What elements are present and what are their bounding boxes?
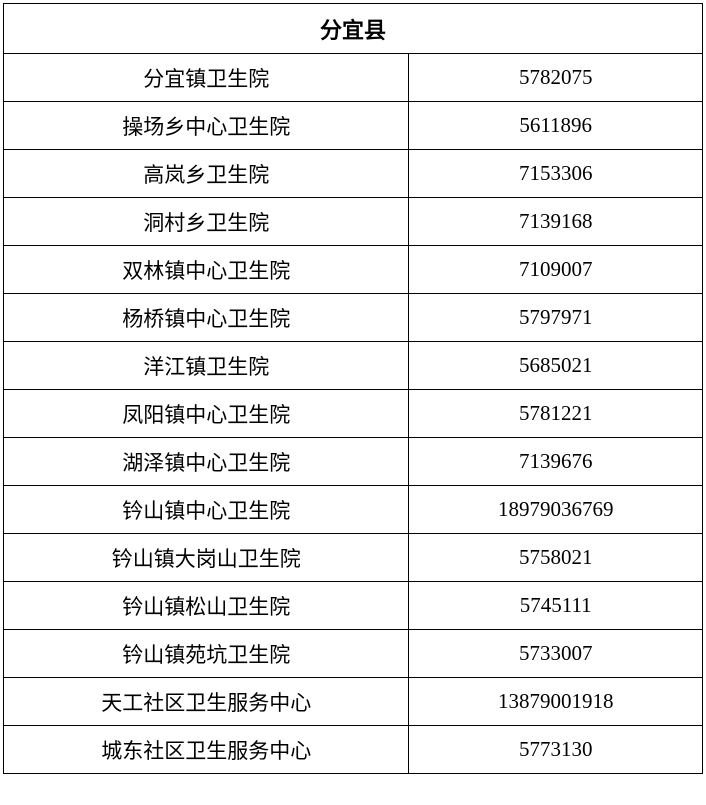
table-row: 洞村乡卫生院7139168: [4, 198, 703, 246]
clinic-name-cell: 高岚乡卫生院: [4, 150, 409, 198]
clinic-name-cell: 操场乡中心卫生院: [4, 102, 409, 150]
table-row: 杨桥镇中心卫生院5797971: [4, 294, 703, 342]
clinic-phone-cell: 5781221: [409, 390, 703, 438]
clinic-phone-cell: 5773130: [409, 726, 703, 774]
clinic-phone-cell: 5782075: [409, 54, 703, 102]
clinic-phone-cell: 5733007: [409, 630, 703, 678]
table-row: 高岚乡卫生院7153306: [4, 150, 703, 198]
table-row: 钤山镇大岗山卫生院5758021: [4, 534, 703, 582]
table-title: 分宜县: [4, 4, 703, 54]
health-center-table: 分宜县 分宜镇卫生院5782075操场乡中心卫生院5611896高岚乡卫生院71…: [3, 3, 703, 774]
table-row: 分宜镇卫生院5782075: [4, 54, 703, 102]
table-header-row: 分宜县: [4, 4, 703, 54]
clinic-name-cell: 钤山镇松山卫生院: [4, 582, 409, 630]
clinic-phone-cell: 7139168: [409, 198, 703, 246]
clinic-name-cell: 分宜镇卫生院: [4, 54, 409, 102]
clinic-name-cell: 双林镇中心卫生院: [4, 246, 409, 294]
table-container: 分宜县 分宜镇卫生院5782075操场乡中心卫生院5611896高岚乡卫生院71…: [0, 0, 706, 777]
table-row: 湖泽镇中心卫生院7139676: [4, 438, 703, 486]
table-row: 天工社区卫生服务中心13879001918: [4, 678, 703, 726]
clinic-name-cell: 城东社区卫生服务中心: [4, 726, 409, 774]
clinic-name-cell: 天工社区卫生服务中心: [4, 678, 409, 726]
clinic-name-cell: 钤山镇中心卫生院: [4, 486, 409, 534]
clinic-name-cell: 凤阳镇中心卫生院: [4, 390, 409, 438]
table-row: 洋江镇卫生院5685021: [4, 342, 703, 390]
clinic-phone-cell: 5797971: [409, 294, 703, 342]
clinic-phone-cell: 18979036769: [409, 486, 703, 534]
table-row: 钤山镇苑坑卫生院5733007: [4, 630, 703, 678]
table-row: 双林镇中心卫生院7109007: [4, 246, 703, 294]
table-row: 城东社区卫生服务中心5773130: [4, 726, 703, 774]
clinic-phone-cell: 7153306: [409, 150, 703, 198]
clinic-name-cell: 钤山镇苑坑卫生院: [4, 630, 409, 678]
table-row: 钤山镇中心卫生院18979036769: [4, 486, 703, 534]
clinic-phone-cell: 5758021: [409, 534, 703, 582]
clinic-name-cell: 洞村乡卫生院: [4, 198, 409, 246]
clinic-phone-cell: 5745111: [409, 582, 703, 630]
table-row: 凤阳镇中心卫生院5781221: [4, 390, 703, 438]
clinic-name-cell: 洋江镇卫生院: [4, 342, 409, 390]
clinic-phone-cell: 13879001918: [409, 678, 703, 726]
table-row: 操场乡中心卫生院5611896: [4, 102, 703, 150]
table-body: 分宜镇卫生院5782075操场乡中心卫生院5611896高岚乡卫生院715330…: [4, 54, 703, 774]
clinic-phone-cell: 7109007: [409, 246, 703, 294]
clinic-name-cell: 湖泽镇中心卫生院: [4, 438, 409, 486]
clinic-phone-cell: 5611896: [409, 102, 703, 150]
clinic-phone-cell: 5685021: [409, 342, 703, 390]
table-row: 钤山镇松山卫生院5745111: [4, 582, 703, 630]
clinic-name-cell: 钤山镇大岗山卫生院: [4, 534, 409, 582]
clinic-name-cell: 杨桥镇中心卫生院: [4, 294, 409, 342]
clinic-phone-cell: 7139676: [409, 438, 703, 486]
